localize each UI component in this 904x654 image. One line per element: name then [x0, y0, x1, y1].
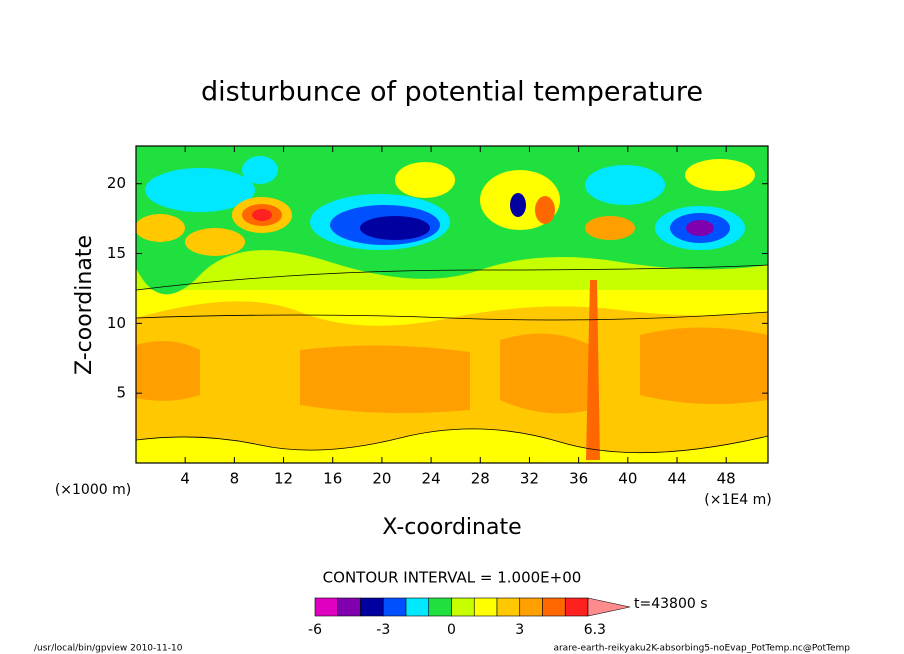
colorbar-box [337, 597, 361, 617]
y-tick-label: 5 [116, 384, 126, 402]
colorbar-box [428, 597, 452, 617]
colorbar-box [473, 597, 498, 617]
y-tick-label: 10 [107, 314, 126, 332]
colorbar-box [564, 597, 589, 617]
colorbar-box [382, 597, 407, 617]
plot-frame [135, 145, 769, 464]
x-unit: (×1000 m) [55, 482, 131, 498]
colorbar-box [405, 597, 430, 617]
footer: arare-earth-reikyaku2K-absorbing5-noEvap… [553, 644, 850, 654]
x-tick-label: 36 [569, 470, 588, 488]
x-tick-label: 24 [422, 470, 441, 488]
x-tick-label: 16 [323, 470, 342, 488]
x-tick-label: 48 [717, 470, 736, 488]
colorbar-tick-label: 6.3 [584, 622, 606, 638]
x-tick-label: 32 [520, 470, 539, 488]
y-tick-label: 20 [107, 174, 126, 192]
time-label: t=43800 s [634, 596, 708, 612]
chart-title: disturbunce of potential temperature [201, 77, 703, 108]
colorbar-tick-label: -6 [308, 622, 322, 638]
colorbar-box [496, 597, 521, 617]
x-tick-label: 12 [274, 470, 293, 488]
colorbar-box [542, 597, 566, 617]
x-tick-label: 28 [471, 470, 490, 488]
colorbar-tick-label: 0 [447, 622, 456, 638]
colorbar-box [314, 597, 339, 617]
colorbar-box [451, 597, 475, 617]
x-unit: (×1E4 m) [704, 492, 771, 508]
y-axis-label: Z-coordinate [72, 235, 97, 375]
footer: /usr/local/bin/gpview 2010-11-10 [34, 644, 183, 654]
colorbar-extend [587, 597, 631, 617]
colorbar-box [519, 597, 543, 617]
x-tick-label: 44 [667, 470, 686, 488]
colorbar-box [360, 597, 384, 617]
contour-interval: CONTOUR INTERVAL = 1.000E+00 [323, 569, 582, 587]
contour-field [136, 146, 768, 463]
x-tick-label: 20 [372, 470, 391, 488]
x-tick-label: 8 [230, 470, 240, 488]
colorbar-tick-label: 3 [515, 622, 524, 638]
x-tick-label: 4 [180, 470, 190, 488]
x-axis-label: X-coordinate [382, 515, 521, 540]
colorbar-tick-label: -3 [376, 622, 390, 638]
x-tick-label: 40 [618, 470, 637, 488]
y-tick-label: 15 [107, 244, 126, 262]
